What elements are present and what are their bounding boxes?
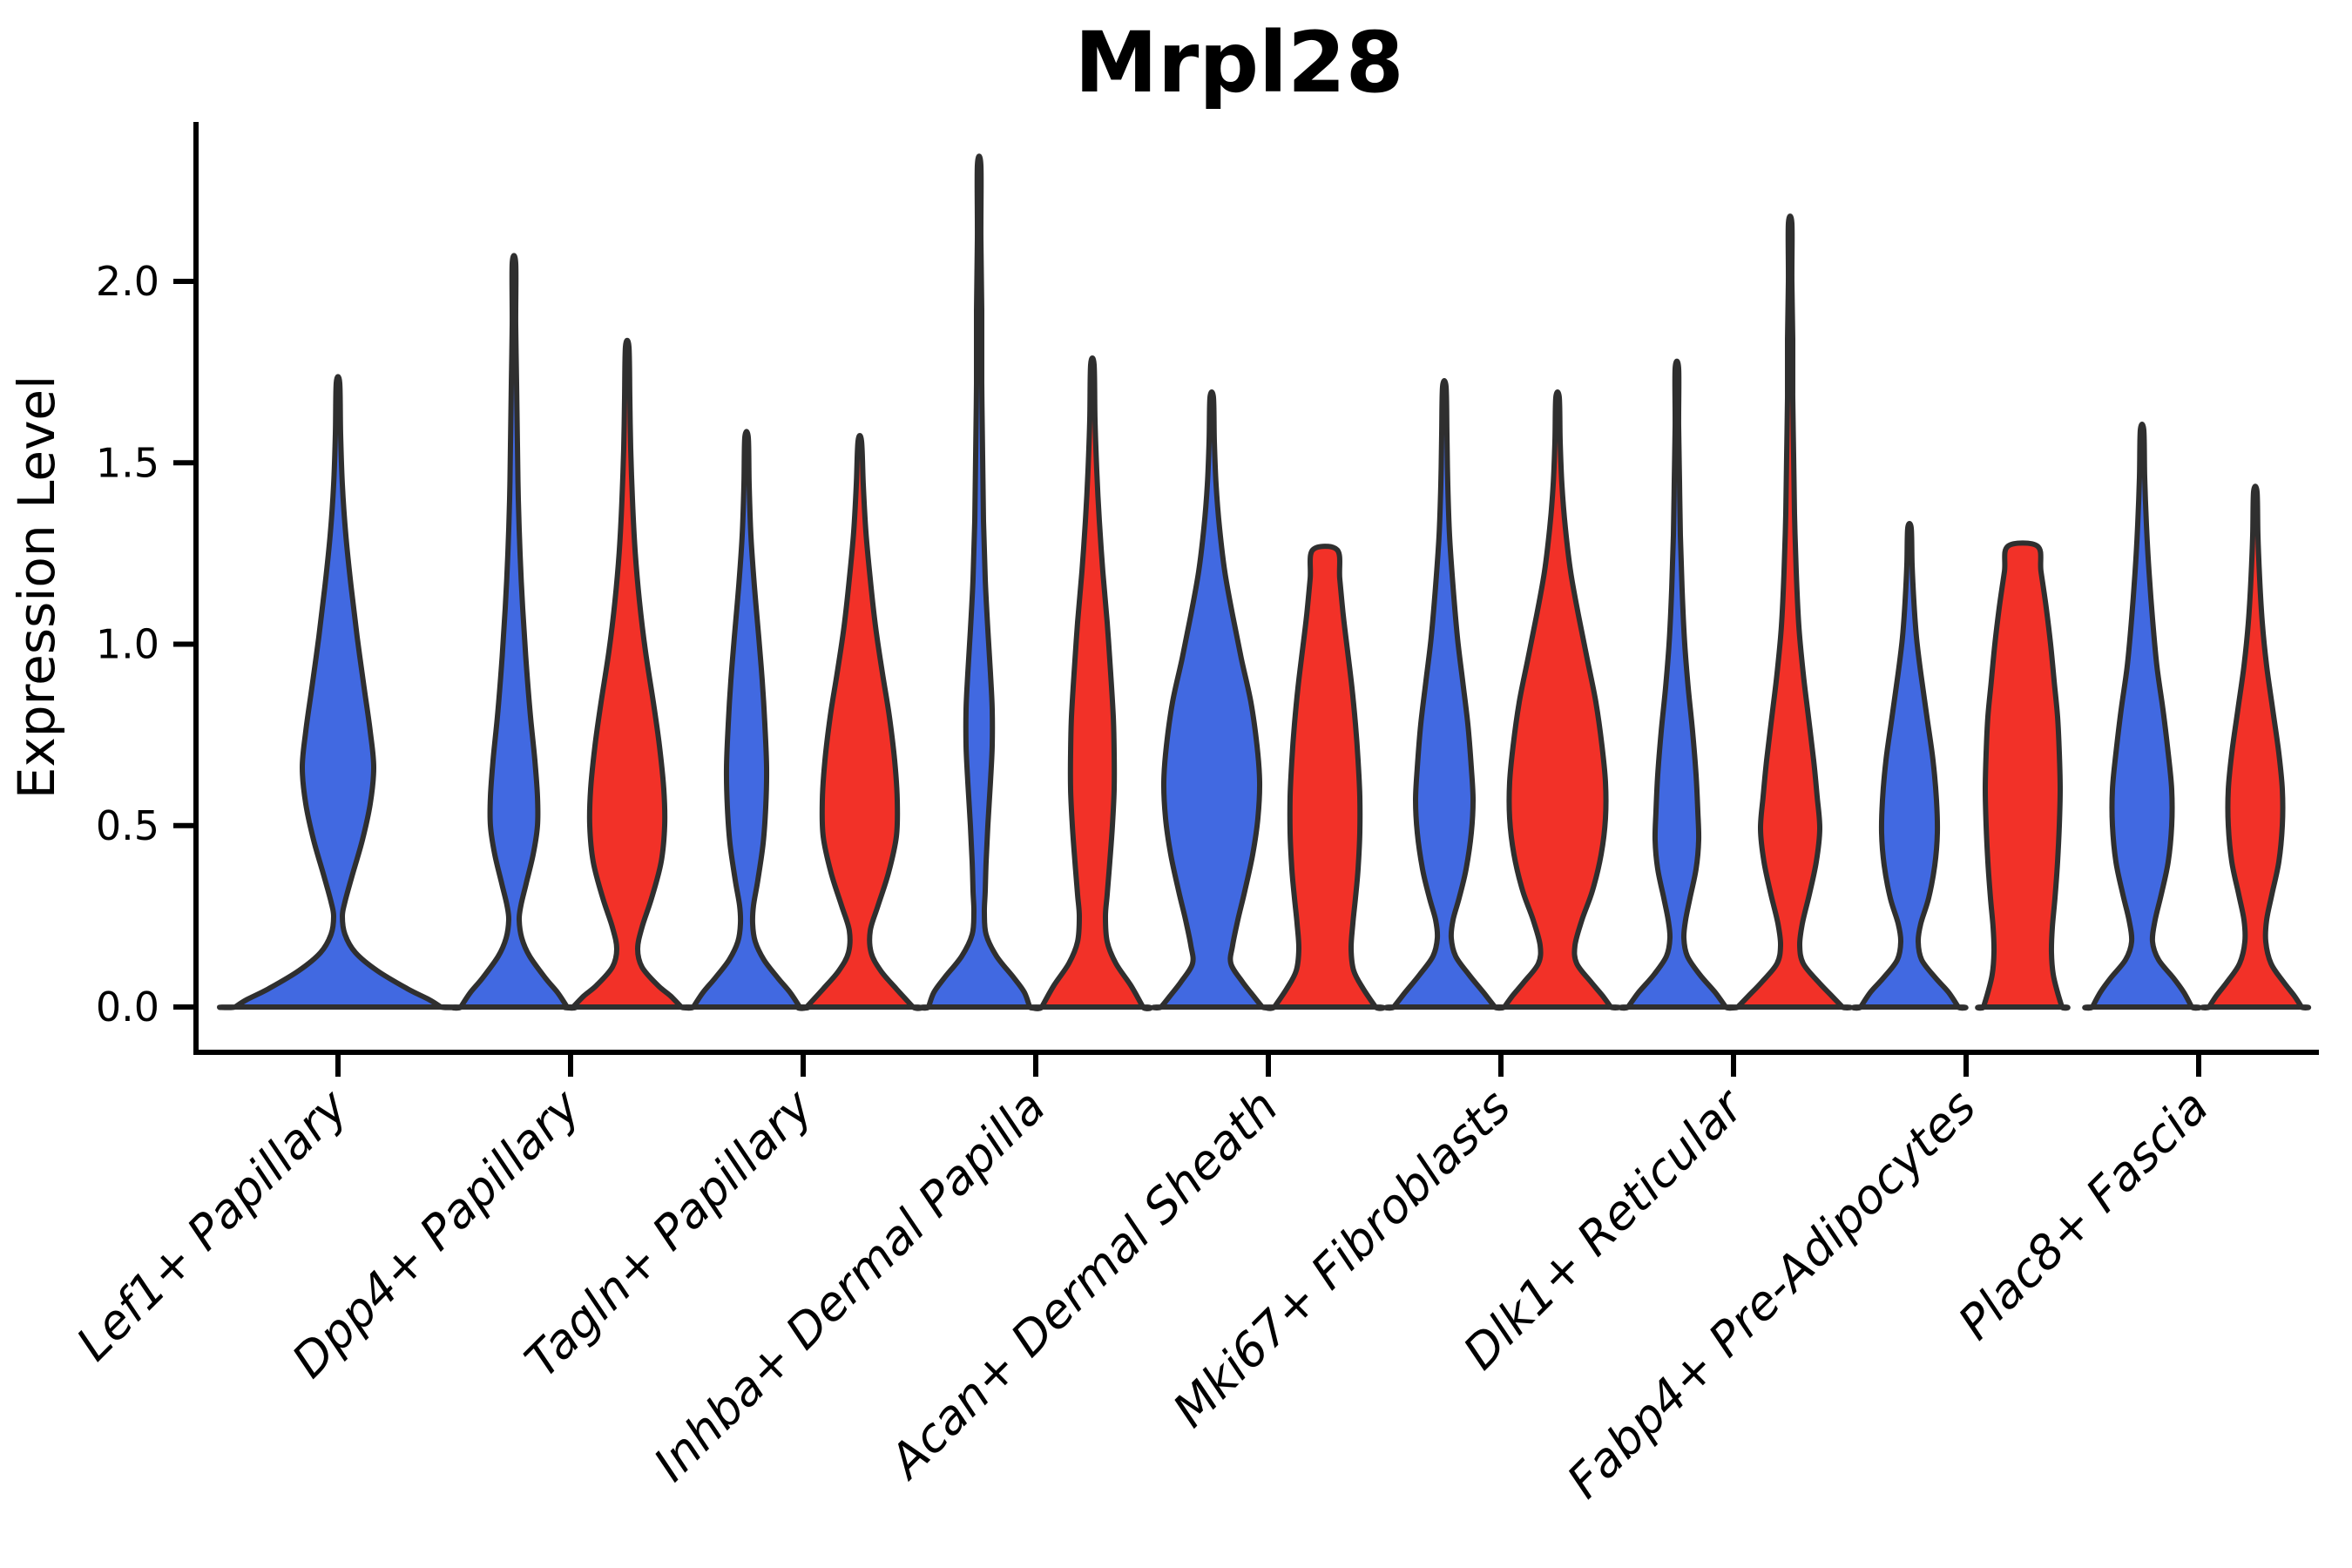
violin-acan-dermal-sheath-blue [1151,389,1273,1010]
x-tick-label: Fabp4+ Pre-Adipocytes [1557,1079,1986,1509]
x-tick-label: Plac8+ Fascia [1948,1079,2219,1350]
violin-acan-dermal-sheath-red [1263,544,1387,1011]
y-tick-label: 2.0 [96,258,159,305]
y-tick-label: 1.0 [96,621,159,668]
y-tick-label: 0.0 [96,983,159,1031]
violin-fabp4-pre-adipocytes-blue [1850,521,1969,1011]
violin-fabp4-pre-adipocytes-red [1975,540,2071,1011]
violin-inhba-dermal-papilla-red [1031,355,1154,1011]
violin-dpp4-papillary-red [562,337,693,1010]
violin-dlk1-reticular-blue [1618,358,1736,1011]
violin-plac8-fascia-red [2199,483,2312,1010]
violin-mki67-fibroblasts-blue [1382,378,1506,1011]
y-tick-label: 0.5 [96,802,159,849]
y-axis-title: Expression Level [7,375,66,799]
x-tick-label: Acan+ Dermal Sheath [877,1079,1288,1490]
violin-tagln-papillary-blue [682,429,811,1011]
violin-inhba-dermal-papilla-blue [918,153,1040,1011]
violin-dpp4-papillary-blue [449,253,578,1011]
violin-tagln-papillary-red [795,433,924,1011]
violin-lef1-papillary-blue [217,374,459,1010]
violin-dlk1-reticular-red [1727,213,1854,1010]
x-tick-label: Inhba+ Dermal Papilla [643,1079,1056,1492]
y-tick-label: 1.5 [96,439,159,486]
violin-plac8-fascia-blue [2082,421,2202,1011]
violin-mki67-fibroblasts-red [1493,389,1622,1010]
chart-title: Mrpl28 [1074,14,1404,112]
